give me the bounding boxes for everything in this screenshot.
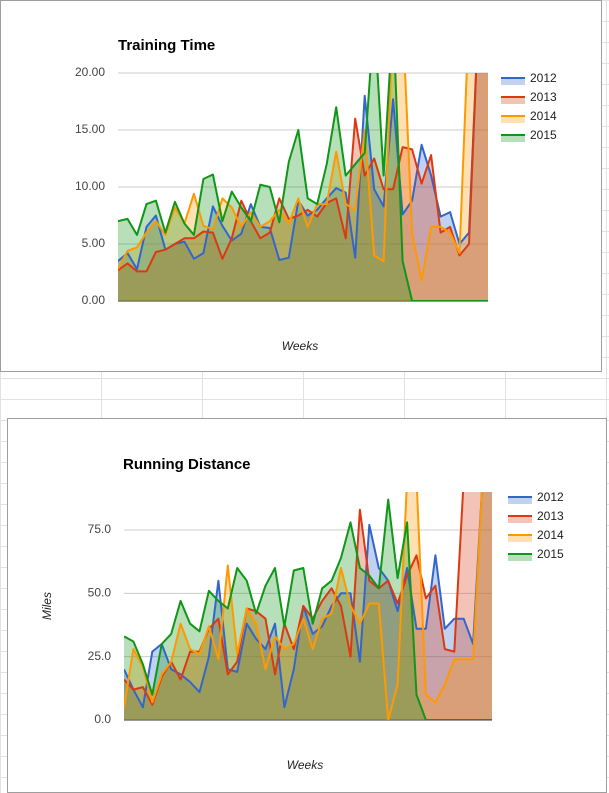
chart: Running Distance 0.0 25.0 50.0 75.0 Weeks Mile… (40, 456, 564, 772)
legend-swatch (508, 516, 532, 523)
line (118, 73, 468, 282)
legend-swatch (508, 497, 532, 504)
chart: Training Time 0.00 5.00 10.00 15.00 20.00 Week… (75, 37, 557, 353)
line (124, 492, 483, 720)
area (118, 73, 488, 301)
legend-label: 2015 (537, 547, 564, 561)
plot (124, 492, 492, 720)
y-tick-label: 5.00 (82, 236, 106, 250)
y-tick-label: 25.0 (88, 649, 112, 663)
legend-label: 2014 (530, 109, 557, 123)
chart-card: Running Distance 0.0 25.0 50.0 75.0 Weeks Mile… (7, 418, 607, 793)
y-axis-label: Miles (40, 592, 54, 620)
line (124, 498, 492, 720)
area (124, 492, 492, 720)
chart-title: Running Distance (123, 456, 251, 473)
chart-card: Training Time 0.00 5.00 10.00 15.00 20.00 Week… (0, 0, 602, 372)
legend-swatch (501, 116, 525, 123)
area (124, 492, 492, 720)
line (124, 492, 465, 706)
plot (118, 73, 488, 301)
area (124, 499, 492, 720)
legend-swatch (501, 78, 525, 85)
y-tick-label: 75.0 (88, 522, 112, 536)
x-axis-label: Weeks (282, 339, 318, 353)
legend-swatch (501, 135, 525, 142)
legend-label: 2013 (537, 509, 564, 523)
legend-swatch (508, 535, 532, 542)
legend-label: 2012 (537, 490, 564, 504)
legend-label: 2013 (530, 90, 557, 104)
legend-label: 2015 (530, 128, 557, 142)
legend-label: 2012 (530, 71, 557, 85)
y-tick-label: 20.00 (75, 65, 105, 79)
legend-label: 2014 (537, 528, 564, 542)
legend-swatch (508, 554, 532, 561)
x-axis-label: Weeks (287, 758, 323, 772)
chart-title: Training Time (118, 37, 215, 54)
y-tick-label: 15.00 (75, 122, 105, 136)
y-tick-label: 50.0 (88, 586, 112, 600)
area (124, 492, 492, 720)
line (118, 73, 478, 271)
legend-swatch (501, 97, 525, 104)
y-tick-label: 0.0 (94, 712, 111, 726)
y-tick-label: 0.00 (82, 293, 106, 307)
line (118, 73, 488, 301)
y-tick-label: 10.00 (75, 179, 105, 193)
